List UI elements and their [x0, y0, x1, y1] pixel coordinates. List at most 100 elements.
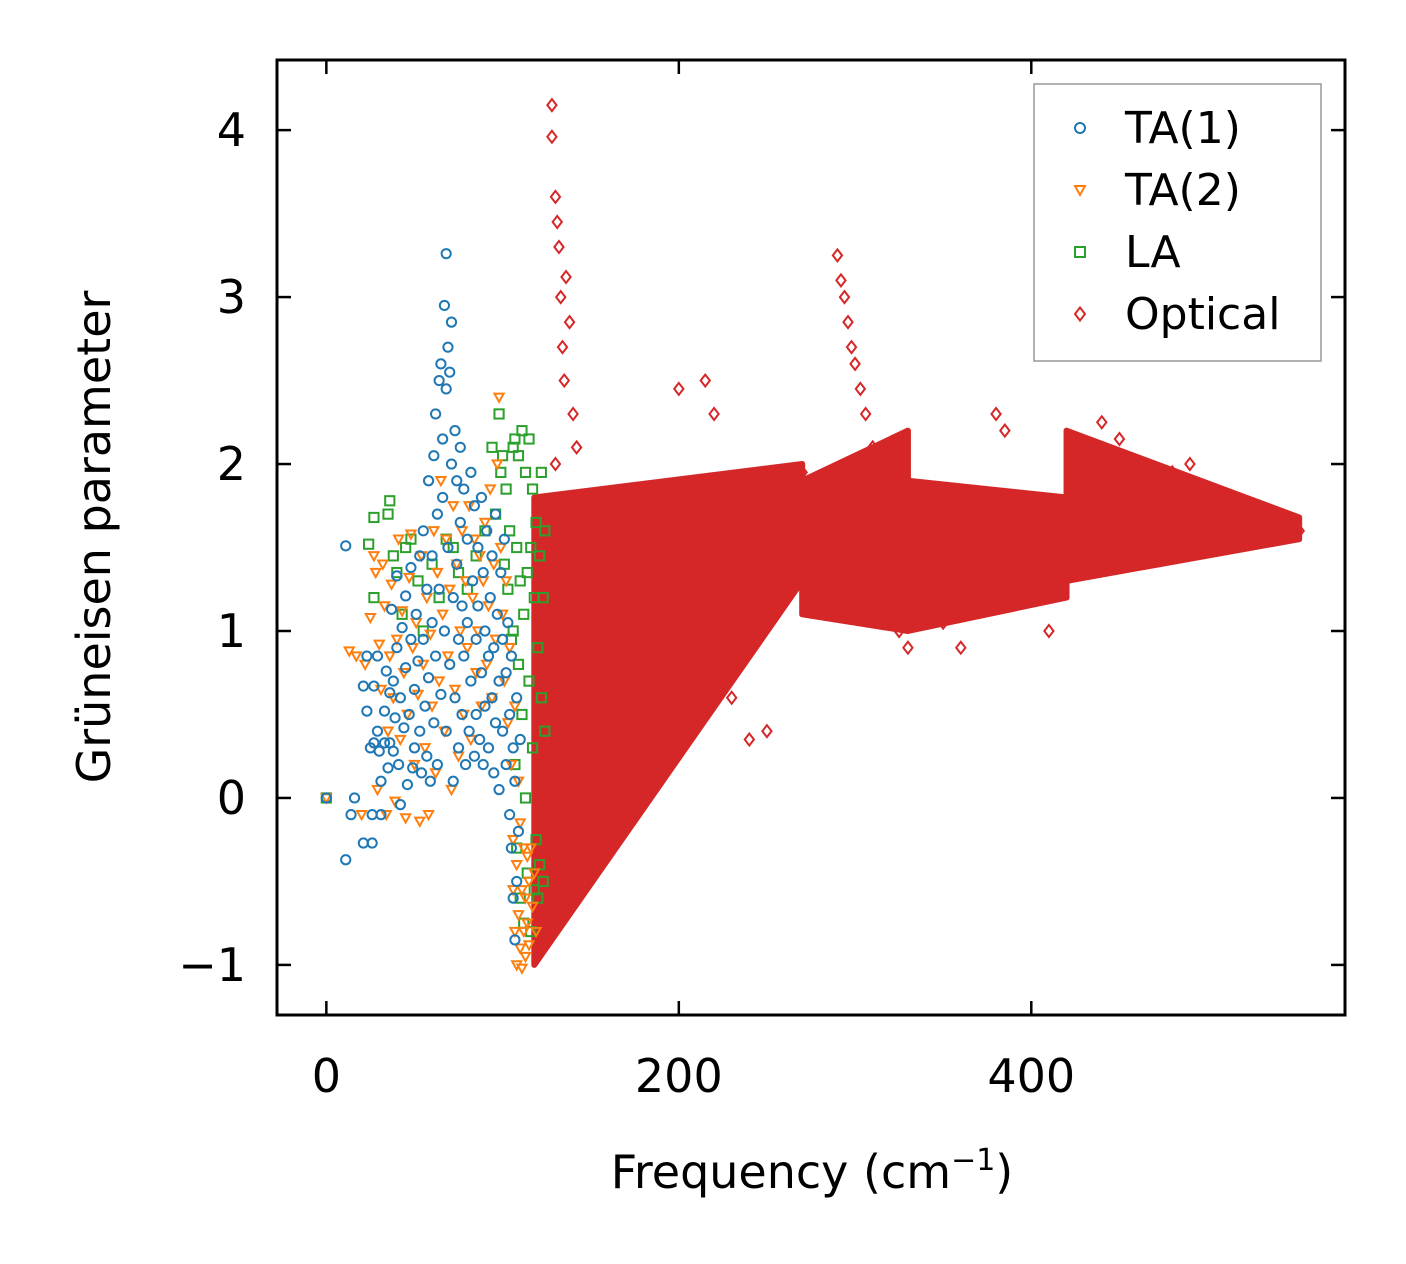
- data-point: [488, 642, 500, 654]
- data-point: [393, 758, 405, 771]
- data-point: [504, 708, 516, 721]
- data-point: [854, 381, 867, 397]
- data-point: [482, 601, 495, 613]
- data-point: [525, 541, 537, 554]
- data-point: [529, 926, 543, 939]
- data-point: [396, 622, 408, 634]
- data-point: [530, 516, 542, 529]
- data-point: [424, 775, 436, 787]
- data-point: [1236, 498, 1249, 514]
- data-point: [490, 459, 504, 471]
- data-point: [535, 692, 547, 704]
- data-point: [439, 534, 453, 546]
- data-point: [420, 592, 434, 605]
- data-point: [483, 484, 497, 496]
- legend-marker: [1074, 122, 1086, 134]
- data-point: [486, 550, 498, 562]
- data-point: [345, 809, 357, 821]
- data-point: [387, 550, 399, 562]
- data-point: [373, 745, 385, 757]
- data-point: [496, 609, 509, 621]
- data-point: [320, 792, 332, 804]
- data-point: [505, 650, 517, 662]
- legend: TA(1) TA(2) LA Optical: [1033, 83, 1322, 362]
- data-point: [990, 406, 1002, 422]
- legend-box: [1033, 83, 1322, 362]
- data-point: [512, 450, 525, 462]
- data-point: [428, 450, 440, 462]
- legend-marker: [1074, 246, 1086, 258]
- data-point: [549, 456, 562, 472]
- data-point: [515, 963, 529, 975]
- data-point: [554, 289, 567, 305]
- data-point: [368, 592, 380, 604]
- y-tick-label: 2: [217, 437, 246, 491]
- data-point: [384, 495, 396, 507]
- data-point: [508, 926, 522, 939]
- data-point: [859, 406, 872, 422]
- data-point: [371, 650, 384, 662]
- data-point: [361, 650, 373, 662]
- data-point: [431, 758, 443, 771]
- y-axis-label: Grüneisen parameter: [67, 290, 121, 783]
- data-point: [558, 372, 571, 389]
- data-point: [451, 558, 463, 570]
- data-point: [427, 526, 441, 538]
- data-point: [440, 248, 452, 260]
- data-point: [551, 214, 564, 230]
- data-point: [514, 733, 526, 746]
- data-point: [872, 464, 884, 481]
- data-point: [507, 742, 519, 754]
- data-point: [511, 875, 523, 888]
- data-point: [567, 406, 579, 422]
- data-point: [469, 668, 483, 680]
- data-point: [570, 439, 583, 455]
- data-point: [519, 466, 532, 478]
- legend-label: Optical: [1125, 289, 1280, 340]
- legend-entry: LA: [1074, 227, 1181, 278]
- data-point: [371, 725, 384, 737]
- data-point: [456, 600, 468, 612]
- data-point: [496, 633, 509, 645]
- data-point: [396, 608, 408, 620]
- data-point: [486, 692, 498, 704]
- data-point: [725, 690, 738, 706]
- x-tick-label: 400: [987, 1049, 1075, 1103]
- data-point: [402, 572, 416, 585]
- data-point: [399, 813, 412, 825]
- data-point: [421, 583, 433, 595]
- y-tick-label: 3: [217, 270, 246, 324]
- data-point: [361, 705, 373, 717]
- data-point: [528, 868, 541, 880]
- data-point: [452, 742, 465, 754]
- data-point: [506, 835, 520, 847]
- data-point: [902, 640, 914, 656]
- data-point: [368, 511, 380, 524]
- data-point: [422, 672, 435, 684]
- data-point: [445, 458, 458, 470]
- data-point: [394, 734, 407, 747]
- data-point: [488, 767, 500, 779]
- data-point: [474, 733, 486, 746]
- data-point: [502, 617, 514, 629]
- data-point: [1131, 489, 1143, 506]
- data-point: [371, 784, 384, 797]
- data-point: [391, 570, 403, 582]
- data-point: [384, 687, 396, 699]
- data-point: [1254, 506, 1267, 522]
- data-point: [470, 633, 482, 645]
- data-point: [466, 592, 479, 605]
- data-point: [418, 743, 432, 755]
- data-point: [340, 540, 352, 552]
- data-point: [387, 675, 399, 687]
- data-point: [877, 489, 890, 506]
- data-point: [539, 725, 551, 737]
- data-point: [405, 561, 417, 574]
- data-point: [502, 583, 514, 595]
- data-point: [519, 792, 532, 804]
- data-point: [499, 576, 513, 588]
- data-point: [426, 550, 438, 562]
- data-point: [382, 762, 394, 774]
- data-point: [560, 269, 572, 285]
- data-point: [447, 775, 459, 787]
